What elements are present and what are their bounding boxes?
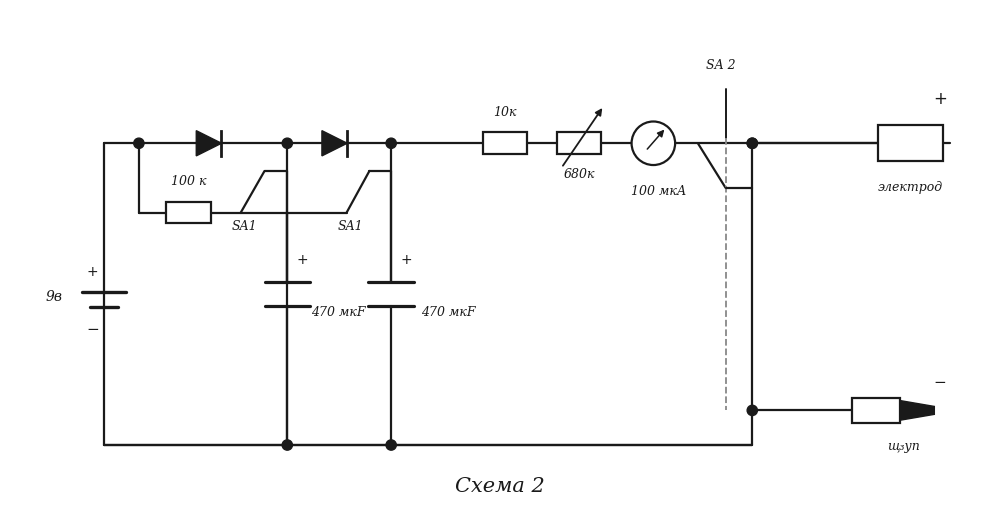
Text: 10к: 10к [493,105,517,118]
Bar [557,133,601,154]
Circle shape [134,138,144,148]
Text: −: − [934,375,947,390]
Text: 680к: 680к [563,168,595,181]
Text: электрод: электрод [878,181,943,194]
Text: 100 мкА: 100 мкА [631,185,686,198]
Polygon shape [900,400,934,420]
Polygon shape [322,130,347,156]
Text: SA 2: SA 2 [706,59,735,72]
Text: щ₃уп: щ₃уп [887,440,920,453]
Text: −: − [86,322,99,337]
Text: SA1: SA1 [338,220,363,233]
Text: +: + [933,90,947,108]
Text: 100 к: 100 к [171,175,206,188]
Bar [166,201,211,223]
Circle shape [386,138,396,148]
Text: 470 мкF: 470 мкF [311,306,366,319]
Circle shape [282,138,292,148]
Polygon shape [196,130,221,156]
Text: Схема 2: Схема 2 [455,477,545,495]
Circle shape [747,405,757,416]
Text: 9в: 9в [46,290,63,304]
Text: +: + [87,265,98,279]
Circle shape [282,440,292,450]
Text: SA1: SA1 [232,220,258,233]
Bar [878,125,943,161]
Circle shape [386,440,396,450]
Bar [852,398,900,423]
Text: 470 мкF: 470 мкF [421,306,476,319]
Circle shape [747,138,757,148]
Bar [483,133,527,154]
Text: +: + [400,254,412,267]
Circle shape [747,138,757,148]
Circle shape [632,122,675,165]
Text: +: + [296,254,308,267]
